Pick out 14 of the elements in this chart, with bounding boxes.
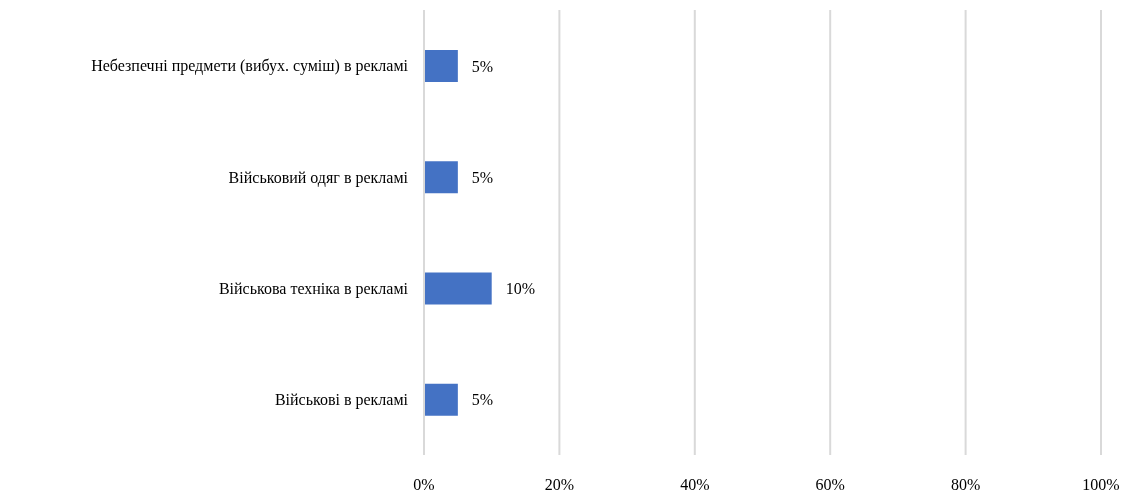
x-tick-label: 80%	[950, 476, 981, 494]
data-label: 5%	[471, 57, 494, 75]
x-tick-label: 60%	[815, 476, 845, 494]
data-label: 5%	[471, 391, 494, 409]
data-label: 5%	[471, 168, 494, 186]
x-tick-label: 0%	[413, 476, 435, 494]
x-tick-label: 100%	[1082, 476, 1120, 494]
y-tick-label: Небезпечні предмети (вибух. суміш) в рекламі	[91, 57, 409, 76]
y-tick-label: Військовий одяг в рекламі	[228, 168, 409, 187]
y-tick-label: Військова техніка в рекламі	[218, 279, 409, 298]
data-label: 10%	[505, 280, 536, 297]
x-tick-label: 20%	[544, 476, 575, 494]
x-tick-label: 40%	[680, 476, 710, 494]
y-tick-label: Військові в рекламі	[274, 391, 409, 410]
